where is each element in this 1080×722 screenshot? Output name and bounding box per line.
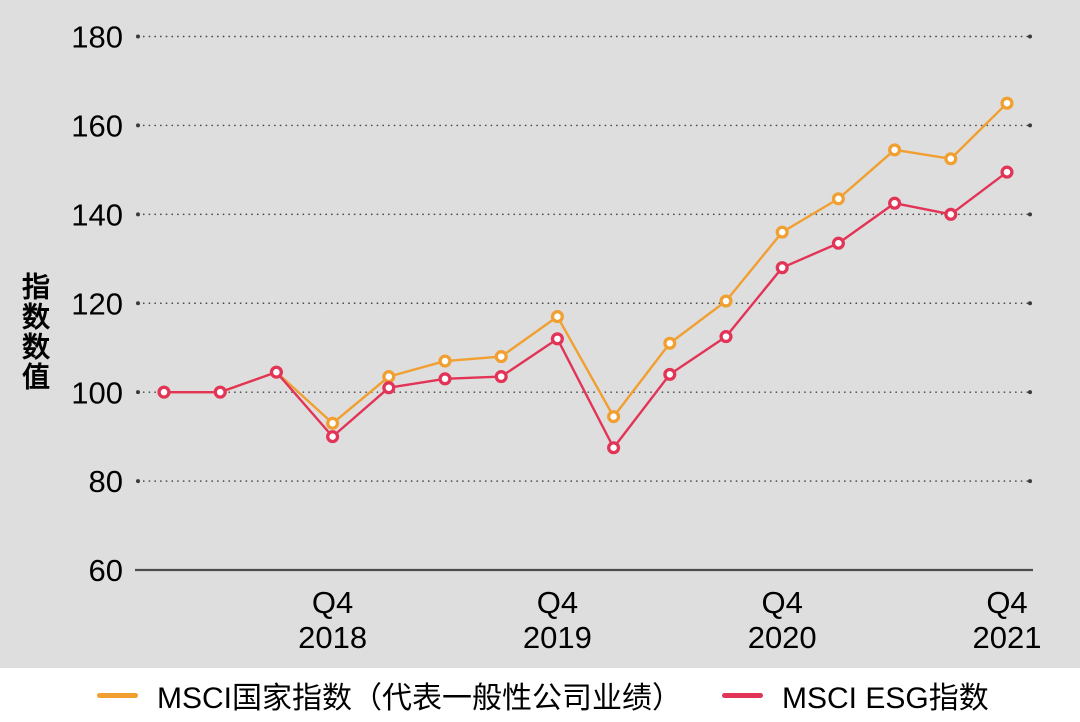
- gridline-start-dot: [136, 123, 140, 128]
- y-tick-label-100: 100: [71, 375, 123, 410]
- data-point-marker: [719, 330, 733, 344]
- data-point-marker: [775, 225, 789, 239]
- series-line-0: [164, 102, 1008, 425]
- gridline-start-dot: [136, 34, 140, 39]
- data-point-marker: [831, 192, 845, 206]
- legend-label-esg-index: MSCI ESG指数: [782, 682, 989, 715]
- data-point-marker: [1000, 96, 1014, 110]
- x-tick-label-2019: Q4 2019: [523, 585, 592, 655]
- data-point-marker: [326, 430, 340, 444]
- legend: MSCI国家指数（代表一般性公司业绩） MSCI ESG指数: [0, 668, 1080, 722]
- gridline-end-dot: [1028, 301, 1032, 306]
- data-point-marker: [494, 370, 508, 384]
- data-point-marker: [663, 367, 677, 381]
- gridline-end-dot: [1028, 34, 1032, 39]
- data-point-marker: [944, 207, 958, 221]
- gridline-start-dot: [136, 390, 140, 395]
- gridline-start-dot: [136, 212, 140, 217]
- gridline-end-dot: [1028, 123, 1032, 128]
- y-tick-label-120: 120: [71, 286, 123, 321]
- data-point-marker: [888, 196, 902, 210]
- x-tick-label-2020: Q4 2020: [748, 585, 817, 655]
- data-point-marker: [550, 310, 564, 324]
- data-point-marker: [438, 372, 452, 386]
- data-point-marker: [719, 294, 733, 308]
- data-point-marker: [663, 336, 677, 350]
- data-point-marker: [438, 354, 452, 368]
- data-point-marker: [775, 261, 789, 275]
- data-point-marker: [326, 416, 340, 430]
- legend-swatch-esg-index: [722, 692, 763, 698]
- data-point-marker: [888, 143, 902, 157]
- data-point-marker: [157, 385, 171, 399]
- data-point-marker: [382, 370, 396, 384]
- chart-plot-background: [0, 0, 1080, 668]
- gridline-end-dot: [1028, 479, 1032, 484]
- legend-item-esg-index: MSCI ESG指数: [722, 668, 989, 722]
- legend-swatch-country-index: [97, 692, 138, 698]
- y-tick-label-80: 80: [89, 464, 123, 499]
- data-point-marker: [382, 381, 396, 395]
- data-point-marker: [213, 385, 227, 399]
- data-point-marker: [269, 365, 283, 379]
- gridline-end-dot: [1028, 212, 1032, 217]
- data-point-marker: [607, 410, 621, 424]
- data-point-marker: [494, 350, 508, 364]
- y-tick-label-160: 160: [71, 109, 123, 144]
- data-point-marker: [607, 441, 621, 455]
- y-tick-label-60: 60: [89, 553, 123, 588]
- legend-item-country-index: MSCI国家指数（代表一般性公司业绩）: [97, 668, 682, 722]
- data-point-marker: [831, 236, 845, 250]
- gridline-start-dot: [136, 479, 140, 484]
- data-point-marker: [944, 152, 958, 166]
- data-point-marker: [1000, 165, 1014, 179]
- legend-label-country-index: MSCI国家指数（代表一般性公司业绩）: [157, 682, 682, 715]
- y-axis-title: 指数数值: [19, 272, 50, 392]
- y-tick-label-140: 140: [71, 197, 123, 232]
- gridline-start-dot: [136, 301, 140, 306]
- x-tick-label-2018: Q4 2018: [298, 585, 367, 655]
- data-point-marker: [550, 332, 564, 346]
- gridline-end-dot: [1028, 390, 1032, 395]
- x-tick-label-2021: Q4 2021: [973, 585, 1042, 655]
- line-chart: 60 80 100 120 140 160 180 Q4 2018 Q4 2019 Q4 2020 Q4 2…: [71, 20, 1042, 655]
- series-line-1: [164, 171, 1008, 449]
- y-tick-label-180: 180: [71, 20, 123, 55]
